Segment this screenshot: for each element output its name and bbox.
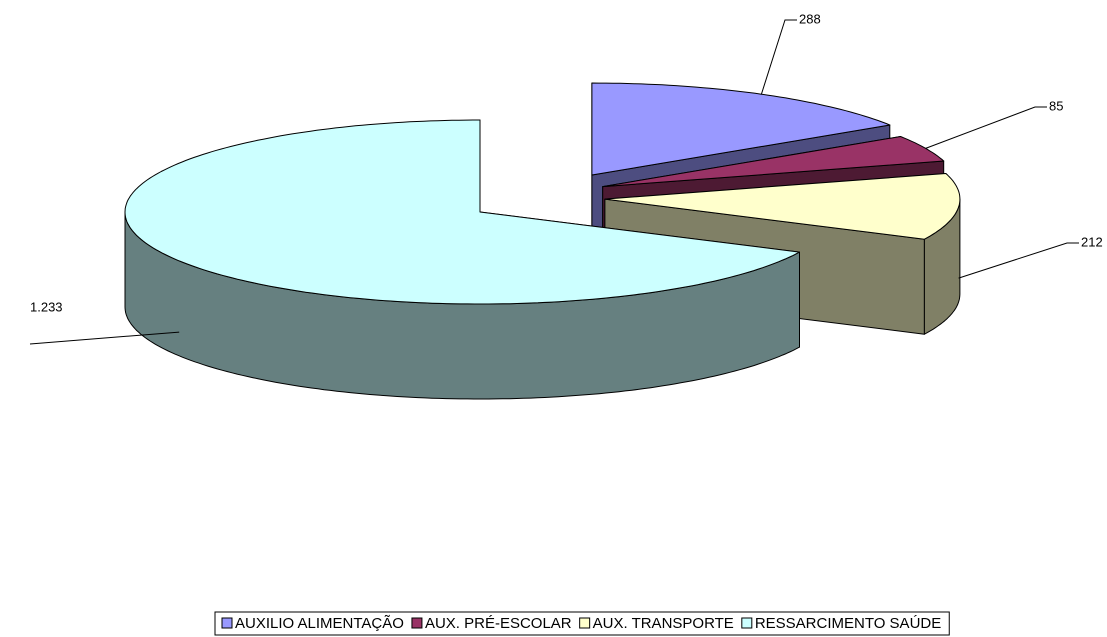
pie	[124, 82, 961, 400]
data-label: 85	[1049, 98, 1063, 113]
legend-swatch	[579, 617, 591, 629]
data-label: 1.233	[30, 299, 63, 314]
leader-line	[925, 106, 1047, 149]
slice-top	[124, 119, 800, 305]
leader-line	[958, 242, 1079, 279]
legend: AUXILIO ALIMENTAÇÃO AUX. PRÉ-ESCOLAR AUX. …	[214, 611, 950, 636]
legend-swatch	[741, 617, 753, 629]
legend-swatch	[411, 617, 423, 629]
slice-top	[604, 173, 961, 240]
legend-label: AUX. PRÉ-ESCOLAR	[425, 615, 572, 632]
legend-swatch	[221, 617, 233, 629]
data-label: 212	[1081, 234, 1103, 249]
data-label: 288	[799, 11, 821, 26]
legend-label: AUX. TRANSPORTE	[593, 615, 734, 632]
slice	[124, 119, 800, 400]
leader-line	[760, 19, 797, 95]
legend-label: AUXILIO ALIMENTAÇÃO	[235, 615, 404, 632]
data-labels: 288 85 212 1.233	[29, 11, 1103, 345]
legend-label: RESSARCIMENTO SAÚDE	[755, 615, 941, 632]
leader-line	[29, 331, 180, 345]
